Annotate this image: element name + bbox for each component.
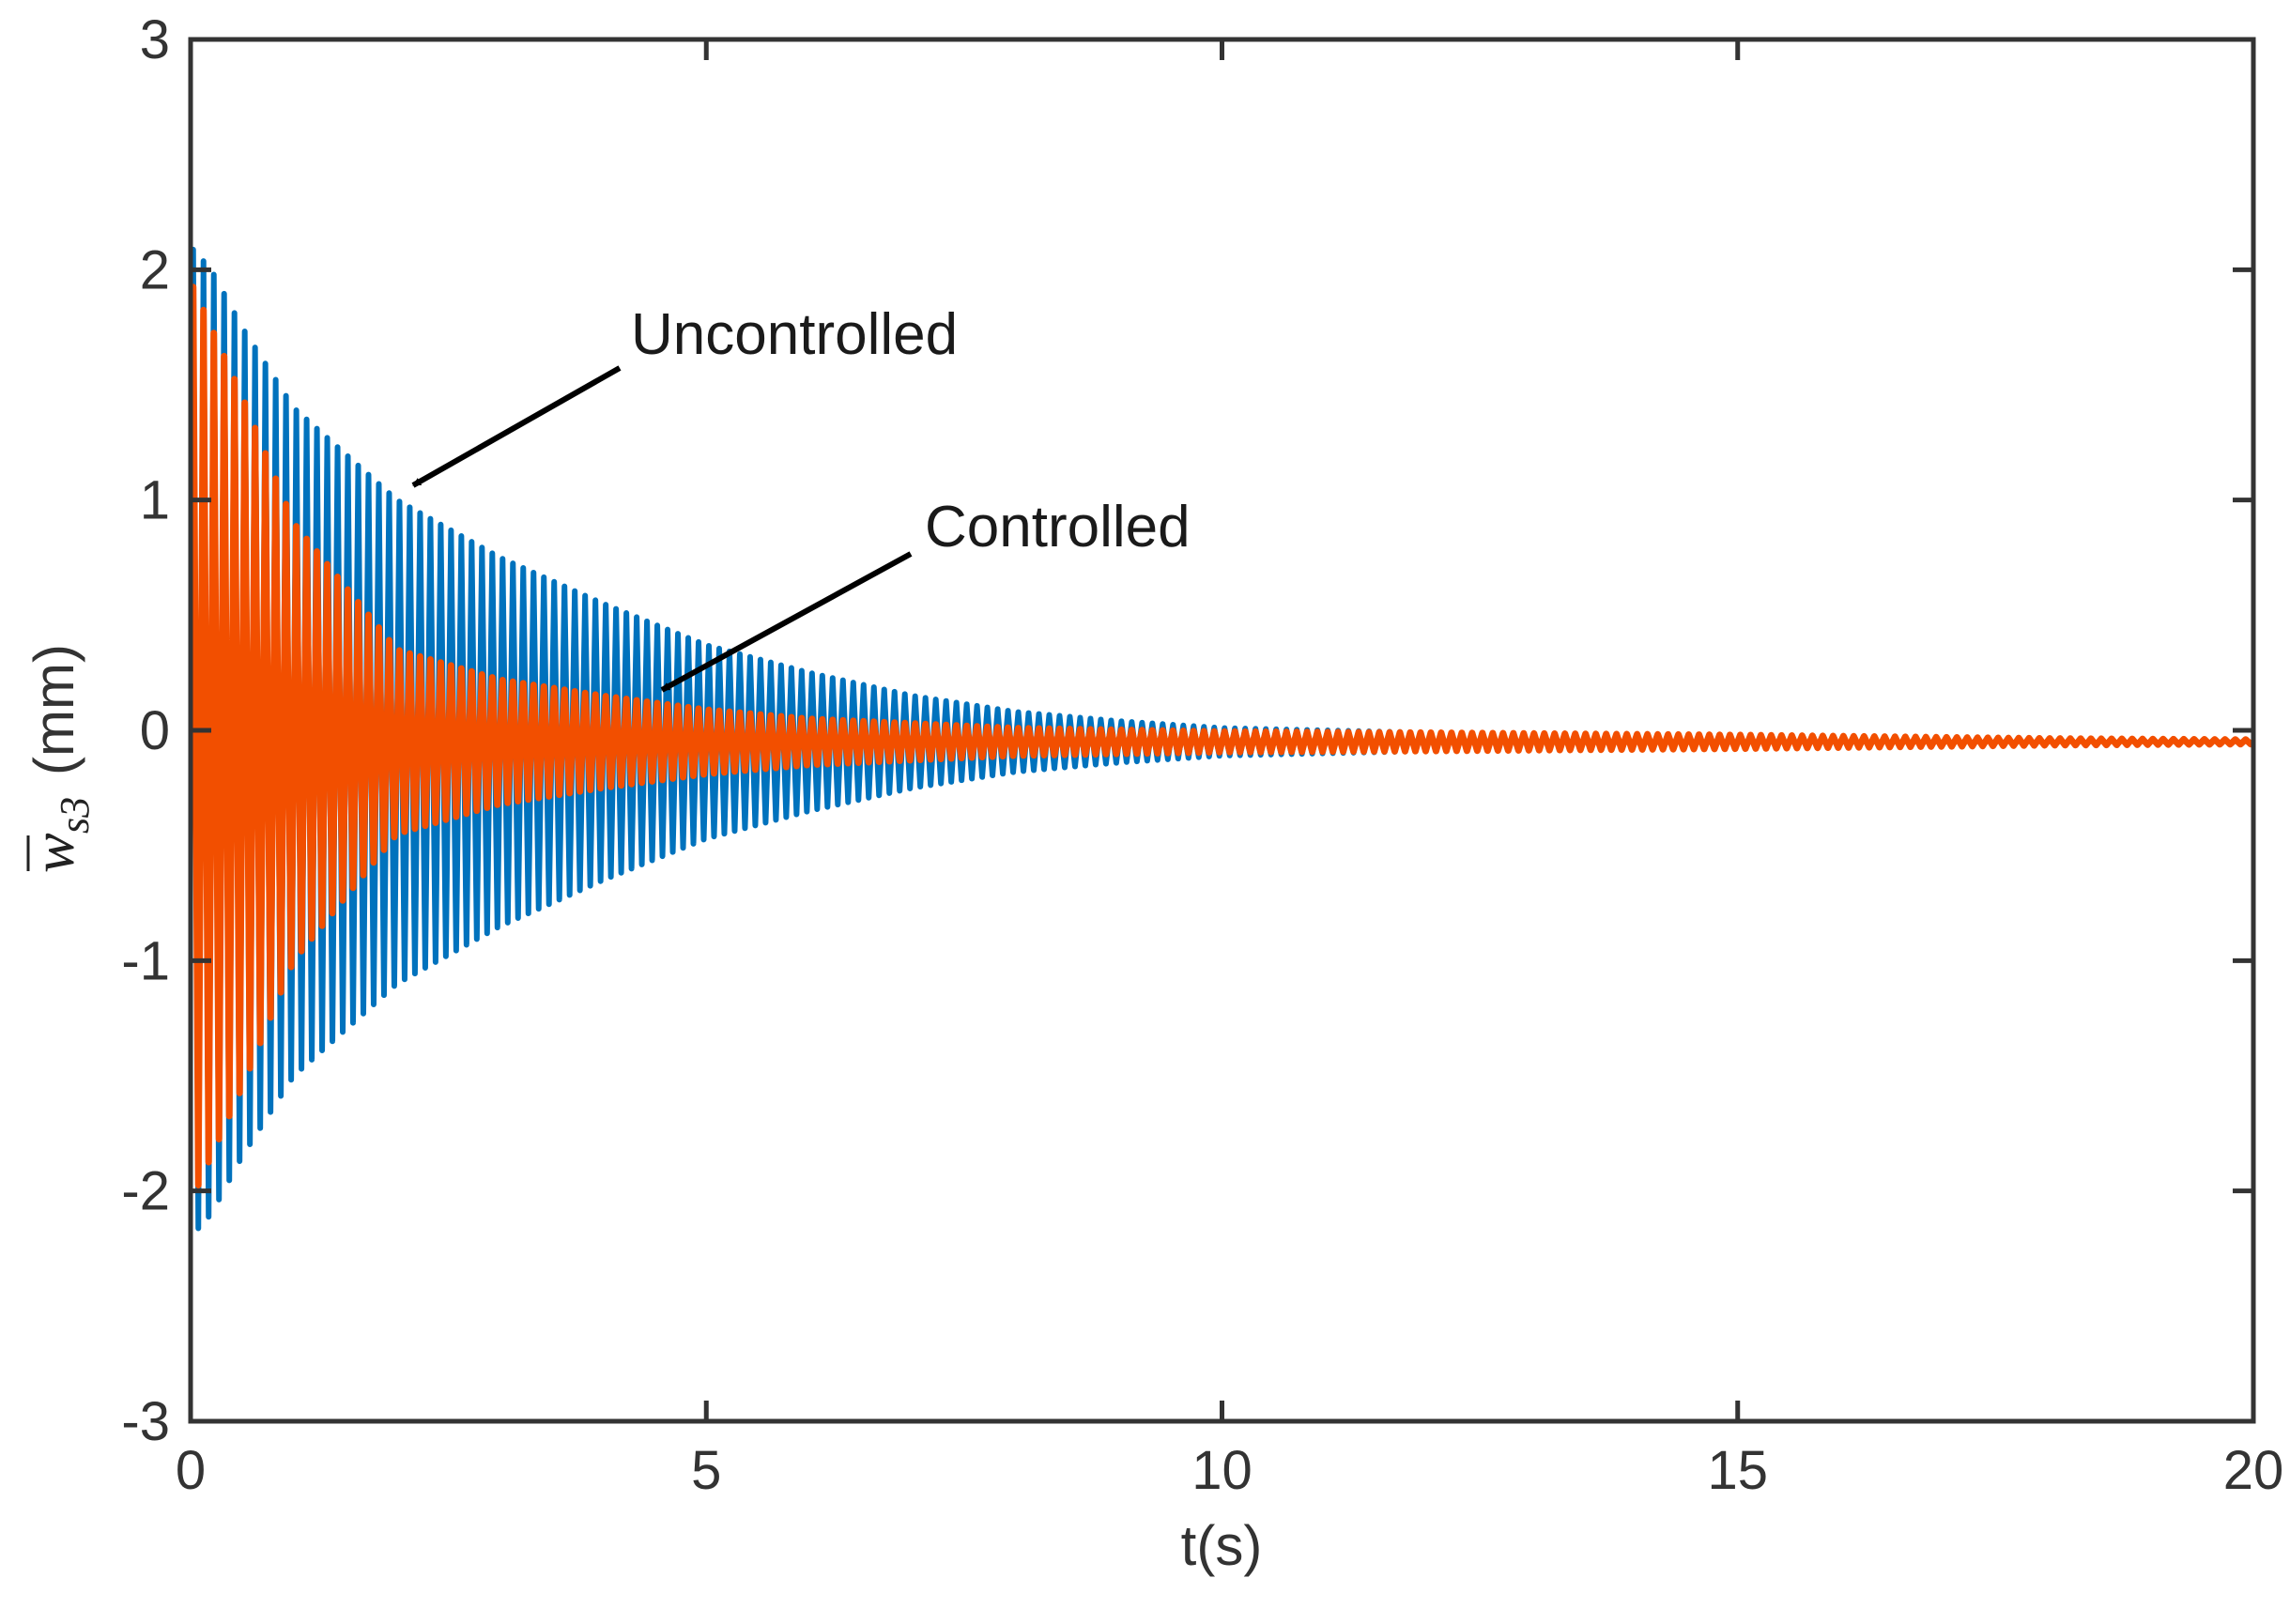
y-tick-label-1: -2 — [121, 1161, 170, 1222]
ticks-layer: 0 5 10 15 20 -3 -2 -1 0 1 2 3 — [121, 9, 2283, 1501]
annotation-controlled-label: Controlled — [925, 495, 1191, 559]
series-layer — [191, 246, 2253, 1232]
x-tick-label-3: 15 — [1707, 1440, 1768, 1501]
annotation-controlled-arrow — [660, 551, 913, 693]
y-axis-label-symbol: w — [20, 833, 86, 873]
series-line-controlled — [191, 283, 2253, 1189]
annotation-uncontrolled: Uncontrolled — [411, 302, 958, 488]
annotation-controlled: Controlled — [660, 495, 1191, 693]
y-tick-label-0: -3 — [121, 1391, 170, 1452]
x-tick-label-1: 5 — [691, 1440, 721, 1501]
y-tick-label-4: 1 — [140, 470, 170, 531]
y-axis-label-unit: (mm) — [23, 644, 85, 775]
annotation-uncontrolled-label: Uncontrolled — [631, 302, 958, 367]
annotation-uncontrolled-arrow — [411, 365, 622, 488]
y-axis-label-subscript: s3 — [52, 797, 98, 834]
y-tick-label-2: -1 — [121, 930, 170, 991]
x-tick-label-4: 20 — [2223, 1440, 2284, 1501]
x-tick-label-2: 10 — [1191, 1440, 1253, 1501]
y-tick-label-3: 0 — [140, 700, 170, 761]
x-axis-label: t(s) — [1181, 1514, 1263, 1577]
y-axis-label: w s3 (mm) — [20, 644, 98, 873]
y-tick-label-5: 2 — [140, 239, 170, 300]
x-tick-label-0: 0 — [176, 1440, 206, 1501]
y-tick-label-6: 3 — [140, 9, 170, 70]
